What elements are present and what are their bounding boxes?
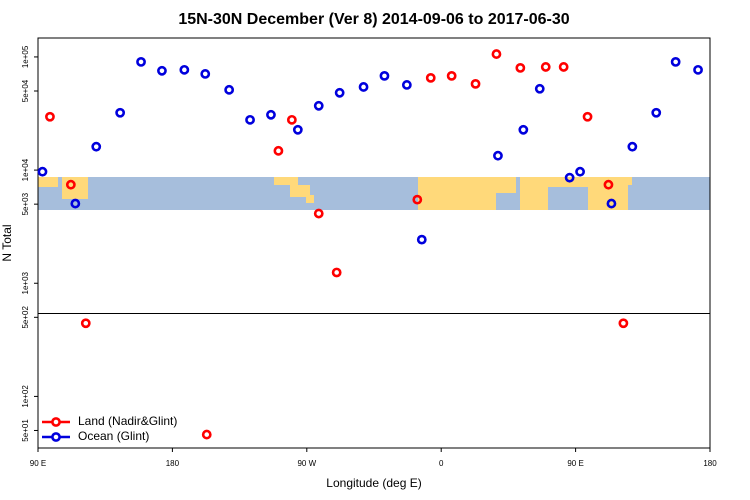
y-tick-label: 5e+03 [21,192,30,215]
chart-title: 15N-30N December (Ver 8) 2014-09-06 to 2… [178,11,569,28]
point [493,150,503,161]
point [515,62,526,73]
point [313,100,324,111]
point [693,64,703,75]
point [540,62,551,72]
y-tick-label: 1e+02 [21,385,30,408]
x-tick-label: 90 E [567,459,583,468]
point [292,124,303,135]
point [286,114,297,125]
point [266,109,276,120]
point [331,267,342,278]
y-tick-label: 5e+02 [21,306,30,329]
y-tick-label: 5e+01 [21,419,30,442]
point [273,145,284,156]
y-axis-label: N Total [0,224,14,261]
point [201,429,212,440]
point [401,80,412,90]
x-tick-label: 90 W [297,459,316,468]
point [518,124,529,135]
point [575,166,585,177]
point [618,318,629,329]
point [334,87,345,98]
point [136,56,146,67]
legend-marker [51,432,61,442]
point [470,78,481,89]
x-tick-label: 90 E [30,459,46,468]
point [200,69,211,79]
point [179,64,190,75]
y-tick-label: 1e+04 [21,158,30,181]
point [425,72,436,83]
point [358,82,369,92]
legend-label: Land (Nadir&Glint) [78,414,177,428]
y-tick-label: 1e+03 [21,271,30,294]
legend-marker [51,417,61,427]
point [379,70,390,81]
point [45,111,55,122]
point [582,111,593,122]
map-band [38,177,710,210]
point [412,194,423,205]
point [564,172,575,183]
point [37,166,48,177]
point [313,208,324,219]
point [534,83,545,94]
plot-frame [37,37,711,449]
point [157,65,167,76]
x-tick-label: 180 [703,459,717,468]
point [446,70,457,81]
point [80,318,91,329]
point [558,62,569,72]
point [603,179,614,190]
x-tick-label: 180 [166,459,180,468]
point [651,107,662,118]
point [245,114,255,125]
point [65,179,76,190]
point [70,198,81,209]
legend-label: Ocean (Glint) [78,429,149,443]
y-tick-label: 5e+04 [21,79,30,102]
point [491,49,502,59]
point [670,56,681,67]
point [606,198,617,209]
y-tick-label: 1e+05 [21,45,30,68]
x-tick-label: 0 [439,459,444,468]
point [627,141,638,152]
point [91,141,102,152]
point [224,84,235,95]
x-axis-label: Longitude (deg E) [326,476,421,490]
point [416,234,427,245]
point [115,107,126,118]
